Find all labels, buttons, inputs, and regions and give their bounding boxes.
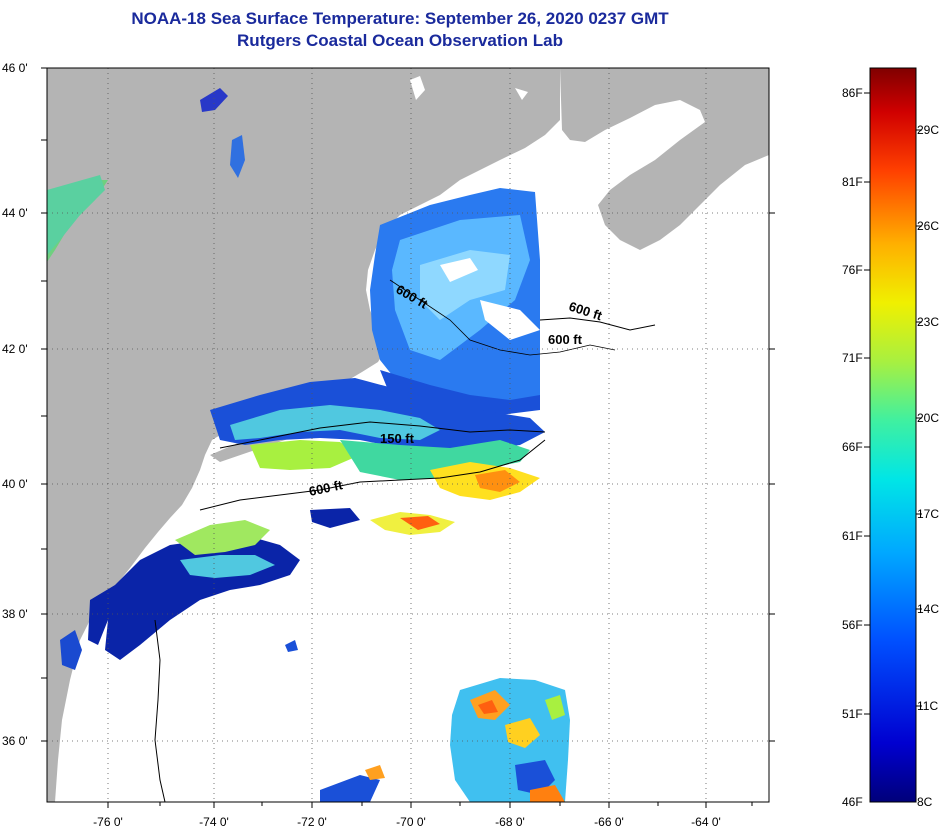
contour-gom-2 <box>389 279 616 356</box>
contour-label-4: 150 ft <box>380 431 415 446</box>
bay-chesapeake <box>60 630 82 670</box>
sst-blob-west <box>47 175 105 255</box>
lat-label-42: 42 0' <box>2 342 28 356</box>
cb-c-14: 14C <box>917 602 939 616</box>
lat-label-36: 36 0' <box>2 734 28 748</box>
cb-c-17: 17C <box>917 507 939 521</box>
contour-600ft <box>154 619 166 802</box>
colorbar <box>869 67 917 803</box>
lon-label-74: -74 0' <box>199 815 229 829</box>
lake-2 <box>230 135 245 178</box>
cb-c-23: 23C <box>917 315 939 329</box>
cb-c-8: 8C <box>917 795 933 809</box>
land-mainland <box>47 68 560 802</box>
cb-f-86: 86F <box>842 86 863 100</box>
sst-blob-a <box>285 640 298 652</box>
land-nova-scotia <box>560 68 769 250</box>
lon-label-68: -68 0' <box>495 815 525 829</box>
cb-c-29: 29C <box>917 123 939 137</box>
contour-gom <box>539 317 656 331</box>
contour-150ft <box>219 421 546 449</box>
cb-f-46: 46F <box>842 795 863 809</box>
map-title: NOAA-18 Sea Surface Temperature: Septemb… <box>0 8 800 52</box>
title-line-1: NOAA-18 Sea Surface Temperature: Septemb… <box>131 9 669 28</box>
cb-f-71: 71F <box>842 351 863 365</box>
lon-label-76: -76 0' <box>93 815 123 829</box>
map-frame <box>46 67 770 803</box>
cb-f-76: 76F <box>842 263 863 277</box>
cb-c-11: 11C <box>917 699 938 713</box>
lon-label-64: -64 0' <box>691 815 721 829</box>
lon-label-70: -70 0' <box>396 815 426 829</box>
cb-f-56: 56F <box>842 618 863 632</box>
lat-label-38: 38 0' <box>2 607 28 621</box>
colorbar-ticks <box>864 92 922 715</box>
lake-1 <box>200 88 228 112</box>
lat-label-46: 46 0' <box>2 61 28 75</box>
sst-gulf-stream-eddy <box>320 678 570 802</box>
lake-4 <box>515 88 528 100</box>
contour-600ft-north <box>199 439 546 511</box>
sst-mid-atlantic <box>105 520 300 660</box>
title-line-2: Rutgers Coastal Ocean Observation Lab <box>237 31 563 50</box>
graticule <box>47 68 769 802</box>
lon-label-72: -72 0' <box>297 815 327 829</box>
cb-f-61: 61F <box>842 529 863 543</box>
cb-f-51: 51F <box>842 707 863 721</box>
tick-marks <box>41 67 775 808</box>
lon-label-66: -66 0' <box>594 815 624 829</box>
lat-label-44: 44 0' <box>2 206 28 220</box>
lat-label-40: 40 0' <box>2 477 28 491</box>
cb-f-81: 81F <box>842 175 863 189</box>
contour-label-3: 600 ft <box>548 332 583 347</box>
contour-label-5: 600 ft <box>308 477 345 499</box>
cb-c-26: 26C <box>917 219 939 233</box>
lake-3 <box>410 76 425 100</box>
sst-gulf-of-maine <box>370 188 540 415</box>
cb-f-66: 66F <box>842 440 863 454</box>
cb-c-20: 20C <box>917 411 939 425</box>
